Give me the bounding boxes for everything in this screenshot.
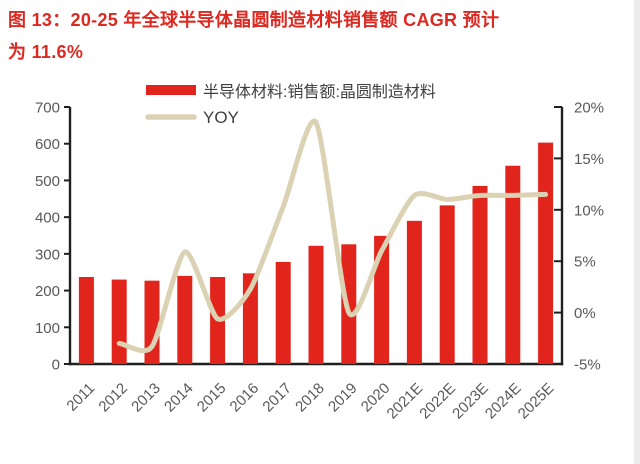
x-tick-label-2017: 2017 — [259, 380, 295, 416]
x-tick-label-2019: 2019 — [325, 380, 361, 416]
yoy-line — [116, 118, 549, 354]
x-tick-label-2023E: 2023E — [449, 380, 492, 423]
axes: 0 100 200 300 400 500 600 700 -5% 0% 5% 10% 15% 20% — [35, 100, 604, 374]
left-axis-tick-label: 0 — [52, 357, 60, 374]
bar-2014 — [177, 275, 193, 364]
page-edge-strip — [634, 0, 640, 464]
bar-2017 — [275, 261, 291, 364]
bar-2023E — [472, 185, 488, 364]
bar-2024E — [505, 165, 521, 364]
right-axis-tick-label: -5% — [574, 357, 601, 374]
bar-2018 — [308, 245, 324, 364]
bar-2021E — [406, 220, 422, 364]
x-tick-label-2024E: 2024E — [482, 380, 525, 423]
right-axis-tick-label: 15% — [574, 151, 604, 168]
x-tick-label-2016: 2016 — [227, 380, 263, 416]
bar-series — [78, 142, 554, 364]
left-axis-tick-label: 100 — [35, 320, 60, 337]
bar-2022E — [439, 205, 455, 364]
x-tick-label-2014: 2014 — [161, 380, 197, 416]
figure-title-line2: 为 11.6% — [8, 42, 84, 62]
x-tick-label-2022E: 2022E — [416, 380, 459, 423]
left-axis-tick-label: 400 — [35, 210, 60, 227]
right-axis-tick-label: 5% — [574, 254, 596, 271]
bar-2012 — [111, 279, 127, 364]
legend-bar-swatch-icon — [146, 85, 196, 95]
left-axis-tick-label: 200 — [35, 283, 60, 300]
left-axis-tick-label: 500 — [35, 173, 60, 190]
legend-bar-label: 半导体材料:销售额:晶圆制造材料 — [203, 83, 436, 101]
x-tick-label-2015: 2015 — [194, 380, 230, 416]
x-tick-label-2018: 2018 — [292, 380, 328, 416]
right-axis-tick-label: 20% — [574, 100, 604, 117]
legend: 半导体材料:销售额:晶圆制造材料 YOY — [145, 83, 436, 127]
x-axis-labels: 2011201220132014201520162017201820192020… — [63, 380, 557, 423]
right-axis-tick-label: 0% — [574, 305, 596, 322]
left-axis-tick-label: 300 — [35, 246, 60, 263]
x-tick-label-2013: 2013 — [128, 380, 164, 416]
bar-2025E — [538, 142, 554, 364]
x-tick-label-2021E: 2021E — [384, 380, 427, 423]
bar-2020 — [374, 235, 390, 364]
x-tick-label-2012: 2012 — [95, 380, 131, 416]
figure-title: 图 13：20-25 年全球半导体晶圆制造材料销售额 CAGR 预计 为 11.… — [8, 4, 628, 68]
left-axis-tick-label: 700 — [35, 100, 60, 117]
bar-2011 — [78, 276, 94, 364]
figure-title-line1: 图 13：20-25 年全球半导体晶圆制造材料销售额 CAGR 预计 — [8, 10, 500, 30]
x-tick-label-2011: 2011 — [63, 380, 98, 415]
x-tick-label-2025E: 2025E — [515, 380, 558, 423]
left-axis-tick-label: 600 — [35, 136, 60, 153]
legend-line-label: YOY — [203, 108, 239, 127]
right-axis-tick-label: 10% — [574, 202, 604, 219]
